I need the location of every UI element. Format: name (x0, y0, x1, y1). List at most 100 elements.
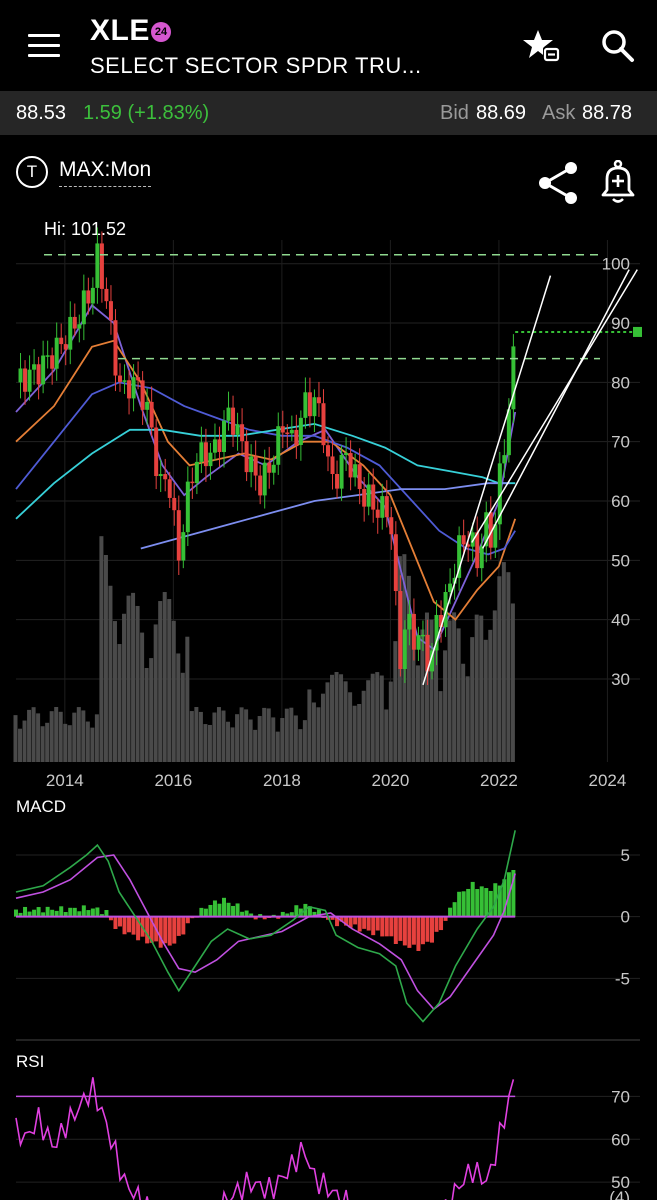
candle-body (457, 535, 462, 578)
macd-axis-label: 0 (621, 908, 630, 927)
candle-body (244, 441, 249, 473)
candle-body (99, 243, 104, 289)
macd-histogram-bar (81, 905, 86, 917)
candle-body (190, 481, 195, 484)
candle-body (285, 432, 290, 435)
volume-bar (230, 727, 235, 762)
macd-histogram-bar (208, 904, 213, 917)
macd-histogram-bar (68, 907, 73, 917)
share-icon[interactable] (535, 160, 581, 206)
volume-bar (406, 575, 411, 762)
volume-bar (135, 605, 140, 762)
candle-body (208, 452, 213, 467)
volume-bar (13, 715, 18, 762)
candle-body (23, 368, 28, 392)
candle-body (344, 453, 349, 455)
volume-bar (357, 704, 362, 762)
volume-bar (239, 707, 244, 762)
volume-bar (167, 599, 172, 762)
time-axis-label: 2016 (154, 771, 192, 790)
macd-histogram-bar (59, 906, 64, 917)
volume-bar (420, 629, 425, 762)
macd-line (15, 830, 516, 1023)
rsi-title: RSI (16, 1052, 45, 1071)
volume-bar (479, 615, 484, 762)
volume-bar (40, 726, 45, 762)
hamburger-menu-icon[interactable] (28, 34, 60, 58)
macd-histogram-bar (131, 916, 136, 935)
candle-body (108, 301, 113, 321)
candle-body (493, 524, 498, 548)
volume-bar (49, 711, 54, 762)
macd-histogram-bar (389, 916, 394, 937)
watchlist-add-icon[interactable] (522, 26, 562, 66)
volume-bar (45, 722, 50, 762)
period-selector[interactable]: MAX:Mon (59, 158, 152, 187)
volume-bar (384, 709, 389, 762)
macd-histogram-bar (411, 916, 416, 945)
volume-bar (352, 705, 357, 762)
bid-label: Bid (440, 102, 469, 124)
candle-body (212, 439, 217, 453)
search-icon[interactable] (600, 28, 636, 64)
candle-body (172, 497, 177, 511)
candle-body (41, 355, 46, 385)
candle-body (452, 577, 457, 584)
macd-histogram-bar (502, 879, 507, 917)
volume-bar (126, 595, 131, 762)
macd-histogram-bar (77, 911, 82, 917)
macd-histogram-bar (99, 914, 104, 917)
volume-bar (22, 720, 27, 762)
candle-body (321, 403, 326, 446)
macd-histogram-bar (63, 912, 68, 917)
time-axis-label: 2024 (589, 771, 627, 790)
candle-body (77, 324, 82, 329)
volume-bar (94, 714, 99, 762)
candle-body (63, 344, 68, 350)
volume-bar (257, 716, 262, 762)
price-axis-label: 40 (611, 611, 630, 630)
candle-body (389, 517, 394, 535)
volume-bar (54, 707, 59, 762)
time-axis-label: 2014 (46, 771, 84, 790)
alert-add-icon[interactable] (598, 159, 638, 206)
macd-histogram-bar (339, 916, 344, 922)
volume-bar (176, 653, 181, 762)
candle-body (154, 427, 159, 477)
volume-bar (320, 693, 325, 762)
volume-bar (461, 663, 466, 762)
macd-histogram-bar (27, 911, 32, 917)
volume-bar (18, 728, 23, 762)
company-name: SELECT SECTOR SPDR TRU... (90, 53, 422, 78)
volume-bar (63, 723, 68, 762)
macd-histogram-bar (439, 916, 444, 931)
chart-type-icon[interactable]: T (16, 156, 48, 188)
candle-body (425, 634, 430, 672)
candle-body (366, 484, 371, 507)
candle-body (479, 546, 484, 569)
candle-body (371, 484, 376, 510)
candle-body (235, 424, 240, 435)
candle-body (393, 534, 398, 592)
macd-histogram-bar (86, 910, 91, 917)
candle-body (271, 464, 276, 473)
candle-body (335, 473, 340, 489)
candle-body (253, 456, 258, 476)
candle-body (420, 634, 425, 637)
macd-histogram-bar (457, 891, 462, 917)
candle-body (506, 409, 511, 456)
macd-histogram-bar (235, 903, 240, 917)
macd-histogram-bar (244, 910, 249, 917)
macd-histogram-bar (54, 910, 59, 917)
candle-body (362, 488, 367, 507)
macd-histogram-bar (420, 916, 425, 945)
volume-bar (501, 562, 506, 762)
candle-body (45, 355, 50, 357)
macd-histogram-bar (289, 912, 294, 917)
volume-bar (452, 612, 457, 762)
volume-bar (506, 572, 511, 762)
volume-bar (162, 592, 167, 762)
candle-body (222, 420, 226, 453)
macd-histogram-bar (18, 912, 23, 917)
